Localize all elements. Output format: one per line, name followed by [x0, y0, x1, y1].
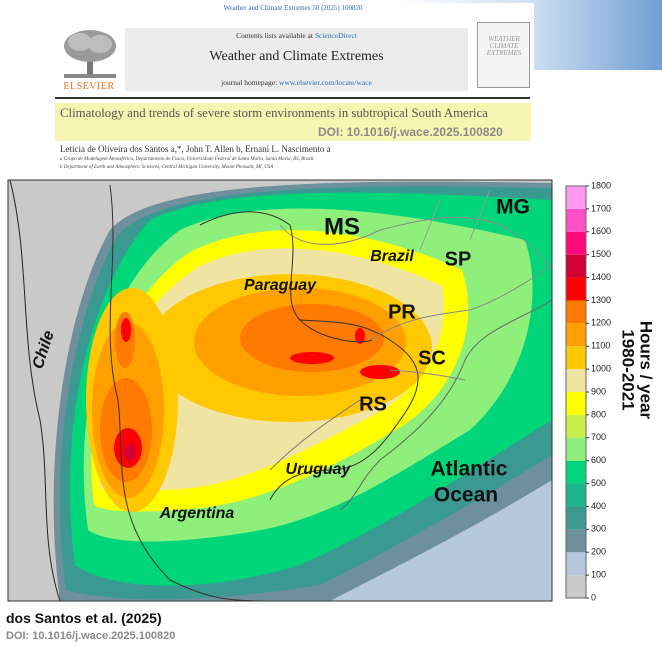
map-label: MS: [324, 213, 360, 240]
colorbar-bin: [566, 323, 586, 347]
header-box: [125, 28, 468, 91]
sciencedirect-link[interactable]: ScienceDirect: [314, 31, 357, 40]
colorbar-title: Hours / year: [637, 321, 656, 420]
colorbar-tick-label: 500: [591, 478, 606, 488]
colorbar-bin: [566, 552, 586, 576]
map-label: RS: [359, 393, 387, 415]
colorbar-title: 1980-2021: [619, 329, 638, 410]
colorbar-tick-label: 1100: [591, 341, 610, 351]
colorbar-bin: [566, 529, 586, 553]
colorbar-bin: [566, 483, 586, 507]
homepage-line: journal homepage: www.elsevier.com/locat…: [125, 78, 468, 87]
map-label: Brazil: [370, 248, 414, 265]
map-label: SC: [418, 347, 446, 369]
colorbar-tick-label: 0: [591, 592, 596, 602]
contents-line: Contents lists available at ScienceDirec…: [125, 31, 468, 40]
colorbar-tick-label: 1400: [591, 272, 611, 282]
colorbar-tick-label: 300: [591, 524, 606, 534]
footer-doi: DOI: 10.1016/j.wace.2025.100820: [6, 630, 176, 642]
colorbar-bin: [566, 437, 586, 461]
homepage-url[interactable]: www.elsevier.com/locate/wace: [279, 78, 372, 87]
map-label: SP: [445, 248, 472, 270]
title-highlight: [55, 103, 531, 141]
colorbar: 0 100 200 300 400 500 600 700 800 900 1000 1100 1200…: [565, 180, 656, 602]
publisher-name: ELSEVIER: [63, 81, 115, 92]
colorbar-bin: [566, 208, 586, 232]
map-label: Uruguay: [286, 461, 352, 478]
colorbar-tick-label: 1600: [591, 226, 611, 236]
colorbar-tick-label: 100: [591, 569, 606, 579]
colorbar-tick-label: 1700: [591, 203, 611, 213]
contents-prefix: Contents lists available at: [236, 31, 315, 40]
colorbar-bin: [566, 254, 586, 278]
map-label: MG: [496, 196, 530, 219]
journal-name: Weather and Climate Extremes: [209, 49, 384, 64]
homepage-prefix: journal homepage:: [221, 78, 280, 87]
heatmap: [8, 180, 552, 601]
colorbar-bin: [566, 392, 586, 415]
map-label: Atlantic: [430, 458, 507, 481]
colorbar-bin: [566, 346, 586, 370]
colorbar-tick-label: 700: [591, 432, 606, 442]
colorbar-bin: [566, 277, 586, 301]
map-label: Paraguay: [244, 277, 317, 294]
colorbar-tick-label: 1800: [591, 180, 611, 190]
publisher-logo: [64, 30, 116, 78]
colorbar-bin: [566, 231, 586, 255]
doi-overlay: DOI: 10.1016/j.wace.2025.100820: [318, 125, 503, 139]
colorbar-bin: [566, 414, 586, 438]
colorbar-tick-label: 800: [591, 409, 606, 419]
colorbar-tick-label: 1500: [591, 249, 611, 259]
header-rule: [55, 97, 530, 99]
colorbar-tick-label: 1000: [591, 363, 611, 373]
map-label: PR: [388, 301, 416, 323]
colorbar-bin: [566, 186, 586, 209]
colorbar-tick-label: 400: [591, 501, 606, 511]
colorbar-tick-label: 200: [591, 547, 606, 557]
colorbar-bin: [566, 300, 586, 324]
colorbar-bin: [566, 575, 586, 598]
colorbar-bin: [566, 460, 586, 484]
journal-ref: Weather and Climate Extremes 50 (2025) 1…: [223, 4, 363, 12]
colorbar-bin: [566, 506, 586, 530]
paper-title: Climatology and trends of severe storm e…: [60, 106, 488, 120]
cover-title: WEATHER CLIMATE EXTREMES: [486, 35, 522, 57]
journal-cover: [477, 22, 530, 88]
affiliation: b Department of Earth and Atmospheric Sc…: [60, 165, 274, 170]
citation: dos Santos et al. (2025): [6, 610, 162, 626]
colorbar-tick-label: 900: [591, 386, 606, 396]
affiliation: a Grupo de Modelagem Atmosférica, Depart…: [60, 157, 314, 162]
colorbar-bin: [566, 369, 586, 392]
map-label: Ocean: [434, 484, 498, 507]
colorbar-tick-label: 1300: [591, 295, 611, 305]
map-label: Argentina: [159, 505, 235, 522]
colorbar-tick-label: 600: [591, 455, 606, 465]
colorbar-tick-label: 1200: [591, 318, 611, 328]
authors: Letícia de Oliveira dos Santos a,*, John…: [60, 144, 331, 154]
